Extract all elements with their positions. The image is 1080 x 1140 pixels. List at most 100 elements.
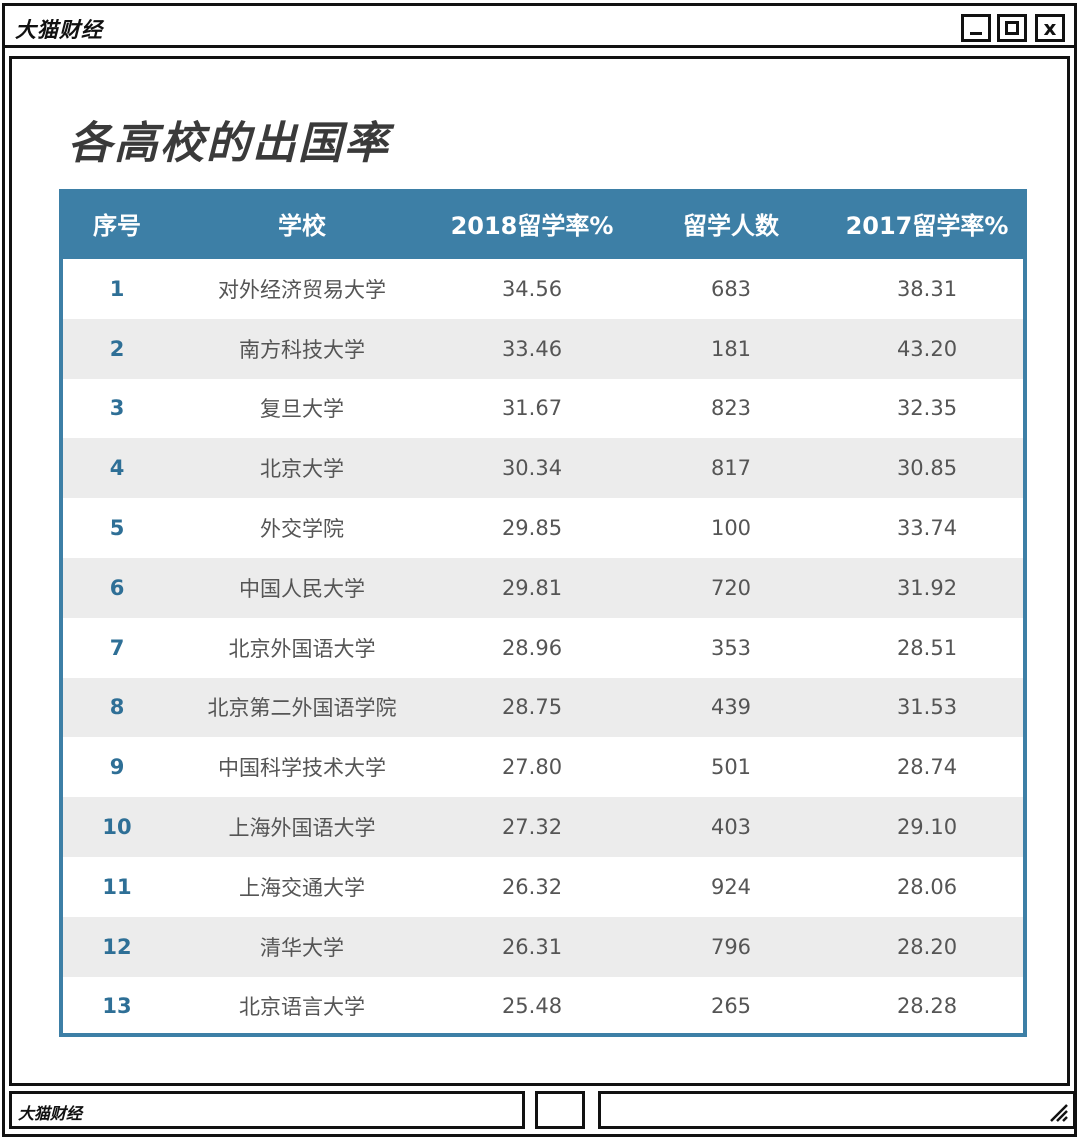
- table-row: 2 南方科技大学 33.46 181 43.20: [63, 318, 1023, 379]
- row-index: 6: [109, 575, 125, 600]
- status-bar: 大猫财经: [5, 1091, 1080, 1137]
- table-row: 7 北京外国语大学 28.96 353 28.51: [63, 618, 1023, 678]
- row-count: 353: [710, 635, 752, 660]
- table-row: 4 北京大学 30.34 817 30.85: [63, 438, 1023, 499]
- maximize-button[interactable]: [997, 14, 1027, 42]
- status-panel-right: [598, 1091, 1076, 1129]
- row-rate-2017: 43.20: [896, 336, 958, 361]
- row-index: 7: [109, 635, 125, 660]
- header-count: 留学人数: [683, 212, 779, 240]
- close-icon: x: [1043, 16, 1057, 40]
- row-school: 上海外国语大学: [228, 816, 376, 841]
- table-row: 5 外交学院 29.85 100 33.74: [63, 498, 1023, 558]
- row-rate-2018: 33.46: [501, 336, 563, 361]
- row-rate-2018: 25.48: [501, 994, 563, 1019]
- row-index: 2: [109, 336, 125, 361]
- row-count: 265: [710, 994, 752, 1019]
- table-body: 1 对外经济贸易大学 34.56 683 38.31 2 南方科技大学 33.46 181 43.…: [63, 259, 1023, 1033]
- row-school: 清华大学: [260, 935, 344, 960]
- row-rate-2017: 31.53: [896, 695, 958, 720]
- row-index: 11: [102, 874, 132, 899]
- row-rate-2018: 34.56: [501, 276, 563, 301]
- title-bar: 大猫财经 x: [5, 6, 1074, 48]
- row-school: 复旦大学: [260, 397, 344, 422]
- row-school: 北京大学: [260, 457, 344, 482]
- table-row: 6 中国人民大学 29.81 720 31.92: [63, 558, 1023, 618]
- row-rate-2017: 29.10: [896, 815, 958, 840]
- table-header: 序号 学校 2018留学率% 留学人数 2017留学率%: [63, 193, 1023, 259]
- row-index: 13: [102, 994, 132, 1019]
- table-row: 10 上海外国语大学 27.32 403 29.10: [63, 797, 1023, 857]
- row-index: 3: [109, 396, 125, 421]
- row-school: 上海交通大学: [239, 875, 365, 900]
- table-row: 9 中国科学技术大学 27.80 501 28.74: [63, 737, 1023, 797]
- row-rate-2017: 28.74: [896, 755, 958, 780]
- row-index: 5: [109, 516, 125, 541]
- table-row: 1 对外经济贸易大学 34.56 683 38.31: [63, 259, 1023, 319]
- row-school: 南方科技大学: [239, 337, 365, 362]
- row-school: 北京第二外国语学院: [207, 696, 397, 721]
- resize-grip-icon[interactable]: [1045, 1099, 1069, 1123]
- row-rate-2017: 30.85: [896, 456, 958, 481]
- row-index: 1: [109, 276, 125, 301]
- header-rate-2018: 2018留学率%: [450, 212, 614, 240]
- row-rate-2017: 28.06: [896, 874, 958, 899]
- row-rate-2017: 32.35: [896, 396, 958, 421]
- row-index: 4: [109, 456, 125, 481]
- header-school: 学校: [278, 212, 326, 240]
- app-window: 大猫财经 x 各高校的出国率 序号 学校 2018留学率% 留学人数 2017留…: [2, 3, 1077, 1137]
- row-school: 北京语言大学: [239, 995, 365, 1020]
- row-rate-2018: 27.80: [501, 755, 563, 780]
- row-school: 对外经济贸易大学: [218, 277, 386, 302]
- page-title: 各高校的出国率: [68, 118, 390, 169]
- table-row: 11 上海交通大学 26.32 924 28.06: [63, 857, 1023, 917]
- row-count: 817: [710, 456, 752, 481]
- close-button[interactable]: x: [1035, 14, 1065, 42]
- row-rate-2017: 38.31: [896, 276, 958, 301]
- row-school: 中国科学技术大学: [218, 756, 386, 781]
- status-panel-middle: [535, 1091, 585, 1129]
- header-rate-2017: 2017留学率%: [845, 212, 1009, 240]
- row-rate-2018: 27.32: [501, 815, 563, 840]
- row-count: 439: [710, 695, 752, 720]
- row-index: 12: [102, 934, 132, 959]
- row-rate-2017: 28.51: [896, 635, 958, 660]
- window-title: 大猫财经: [15, 18, 103, 42]
- table-row: 13 北京语言大学 25.48 265 28.28: [63, 977, 1023, 1037]
- row-rate-2018: 29.81: [501, 575, 563, 600]
- row-school: 北京外国语大学: [228, 636, 376, 661]
- row-rate-2017: 31.92: [896, 575, 958, 600]
- table-row: 12 清华大学 26.31 796 28.20: [63, 916, 1023, 977]
- row-rate-2018: 26.32: [501, 874, 563, 899]
- row-index: 8: [109, 695, 125, 720]
- status-label: 大猫财经: [18, 1104, 83, 1123]
- row-count: 100: [710, 516, 752, 541]
- status-panel-left: 大猫财经: [9, 1091, 525, 1129]
- row-rate-2018: 28.75: [501, 695, 563, 720]
- row-rate-2018: 31.67: [501, 396, 563, 421]
- table-row: 8 北京第二外国语学院 28.75 439 31.53: [63, 677, 1023, 738]
- row-count: 501: [710, 755, 752, 780]
- row-rate-2018: 28.96: [501, 635, 563, 660]
- row-rate-2017: 28.20: [896, 934, 958, 959]
- data-table: 序号 学校 2018留学率% 留学人数 2017留学率% 1 对外经济贸易大学 34…: [59, 189, 1027, 1037]
- minimize-button[interactable]: [961, 14, 991, 42]
- row-count: 683: [710, 276, 752, 301]
- row-count: 924: [710, 874, 752, 899]
- row-count: 796: [710, 934, 752, 959]
- row-school: 中国人民大学: [239, 576, 365, 601]
- content-area: 各高校的出国率 序号 学校 2018留学率% 留学人数 2017留学率% 1 对外…: [9, 56, 1070, 1086]
- row-rate-2017: 28.28: [896, 994, 958, 1019]
- row-rate-2018: 26.31: [501, 934, 563, 959]
- row-index: 9: [109, 755, 125, 780]
- row-index: 10: [102, 815, 132, 840]
- row-count: 181: [710, 336, 752, 361]
- row-count: 720: [710, 575, 752, 600]
- row-school: 外交学院: [260, 517, 344, 542]
- row-count: 403: [710, 815, 752, 840]
- table-row: 3 复旦大学 31.67 823 32.35: [63, 379, 1023, 439]
- row-rate-2018: 29.85: [501, 516, 563, 541]
- row-count: 823: [710, 396, 752, 421]
- row-rate-2017: 33.74: [896, 516, 958, 541]
- header-index: 序号: [93, 212, 141, 240]
